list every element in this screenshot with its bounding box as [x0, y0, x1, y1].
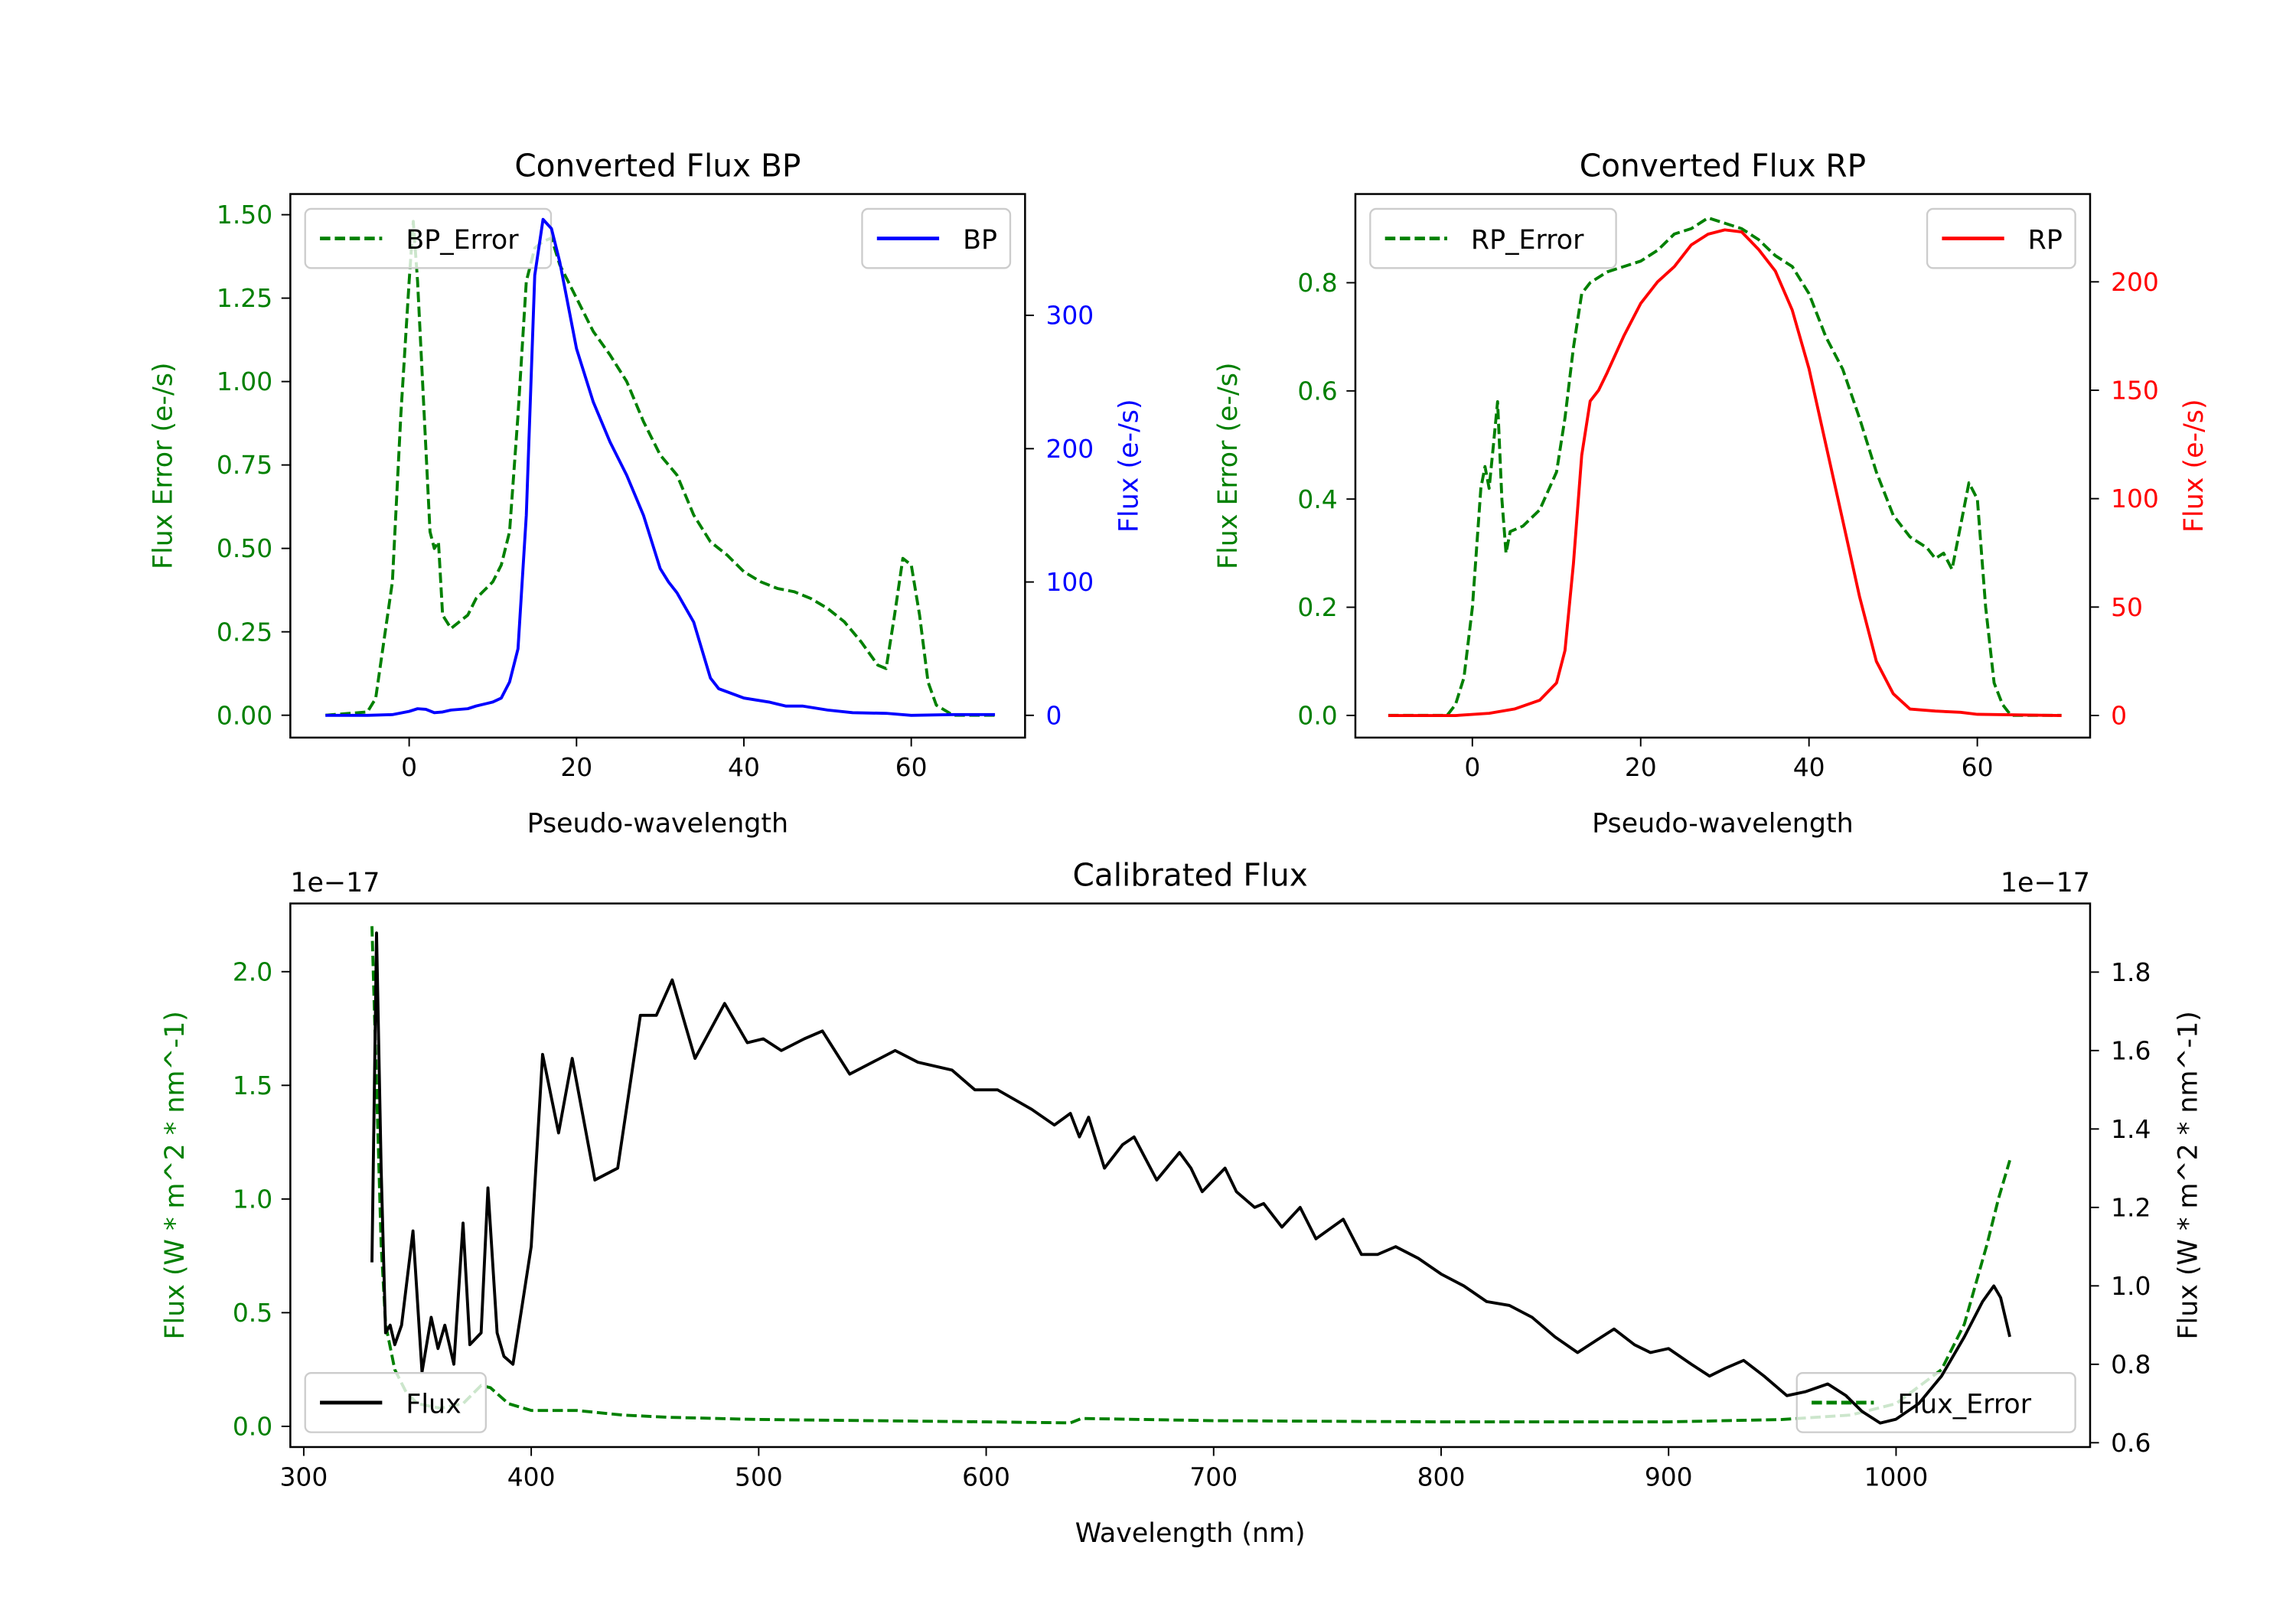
x-tick-label: 600 [962, 1462, 1010, 1491]
x-axis-label: Pseudo-wavelength [1592, 809, 1854, 839]
legend-label: RP [2028, 225, 2063, 256]
series-line-flux [370, 931, 2011, 1425]
chart-title: Converted Flux RP [1580, 147, 1866, 184]
x-tick-label: 20 [560, 752, 592, 782]
y-right-tick-label: 100 [1045, 567, 1094, 597]
y-right-offset-label: 1e−17 [2001, 868, 2090, 898]
legend-rp: RP [1926, 207, 2076, 269]
chart-title: Calibrated Flux [1073, 856, 1308, 893]
y-right-tick-label: 0 [1045, 700, 1062, 730]
legend-box [304, 1372, 487, 1433]
y-right-tick-label: 200 [2111, 267, 2159, 297]
legend-label: BP [963, 225, 997, 256]
y-left-tick-label: 1.25 [217, 283, 272, 313]
y-left-tick-label: 0.25 [217, 617, 272, 647]
legend-bp: BP [861, 207, 1012, 269]
x-tick-label: 1000 [1864, 1462, 1929, 1491]
y-left-tick-label: 0.5 [233, 1298, 272, 1328]
x-tick-label: 0 [401, 752, 417, 782]
legend-bp-error: BP_Error [304, 207, 553, 269]
x-tick-label: 40 [728, 752, 760, 782]
x-tick-label: 400 [507, 1462, 556, 1491]
y-left-tick-label: 2.0 [233, 957, 272, 986]
axes-frame [1354, 193, 2092, 739]
legend-flux-error: Flux_Error [1795, 1372, 2076, 1433]
y-left-tick-label: 1.5 [233, 1071, 272, 1100]
chart-panel-1: Converted Flux RP 0 20 40 60 Pseudo-wavelengt… [1213, 147, 2210, 839]
x-axis-label: Wavelength (nm) [1075, 1518, 1306, 1549]
legend-flux: Flux [304, 1372, 487, 1433]
y-left-tick-label: 0.8 [1297, 268, 1337, 298]
legend-box [304, 207, 553, 269]
y-right-tick-label: 1.8 [2111, 957, 2151, 987]
y-left-tick-label: 0.0 [1297, 701, 1337, 731]
y-left-tick-label: 0.75 [217, 450, 272, 480]
x-tick-label: 20 [1625, 752, 1657, 782]
series-line-rp [1388, 228, 2062, 717]
series-line-flux-error [370, 926, 2011, 1425]
y-right-axis-label: Flux (e-/s) [2179, 399, 2210, 533]
series-line-bp [325, 217, 996, 717]
x-tick-label: 900 [1645, 1462, 1693, 1491]
x-tick-label: 60 [895, 752, 928, 782]
y-right-tick-label: 300 [1045, 301, 1094, 331]
y-left-tick-label: 0.2 [1297, 592, 1337, 622]
y-left-tick-label: 0.0 [233, 1412, 272, 1442]
y-left-offset-label: 1e−17 [290, 868, 380, 898]
y-right-tick-label: 0.6 [2111, 1428, 2151, 1458]
y-right-axis-label: Flux (W * m^2 * nm^-1) [2173, 1011, 2203, 1339]
x-tick-label: 500 [735, 1462, 783, 1491]
y-right-tick-label: 1.4 [2111, 1114, 2151, 1144]
chart-title: Converted Flux BP [514, 147, 801, 184]
y-left-tick-label: 0.50 [217, 533, 272, 563]
x-tick-label: 40 [1793, 752, 1825, 782]
legend-label: RP_Error [1471, 225, 1584, 256]
axes-frame [289, 902, 2092, 1449]
y-right-tick-label: 50 [2111, 592, 2143, 622]
y-right-tick-label: 200 [1045, 434, 1094, 464]
y-left-axis-label: Flux Error (e-/s) [148, 362, 179, 569]
y-left-tick-label: 1.00 [217, 367, 272, 396]
y-right-tick-label: 1.2 [2111, 1192, 2151, 1222]
x-tick-label: 800 [1417, 1462, 1466, 1491]
legend-box [1369, 207, 1617, 269]
y-right-tick-label: 1.0 [2111, 1271, 2151, 1301]
legend-label: BP_Error [406, 225, 519, 256]
y-left-tick-label: 0.00 [217, 700, 272, 730]
y-right-tick-label: 100 [2111, 484, 2159, 513]
legend-label: Flux [406, 1389, 461, 1420]
series-line-bp-error [325, 220, 996, 717]
axes-frame [289, 193, 1026, 739]
y-right-tick-label: 0 [2111, 701, 2127, 731]
x-axis-label: Pseudo-wavelength [527, 809, 789, 839]
x-tick-label: 700 [1189, 1462, 1238, 1491]
y-left-tick-label: 1.0 [233, 1184, 272, 1214]
y-right-tick-label: 150 [2111, 376, 2159, 406]
y-left-tick-label: 1.50 [217, 200, 272, 230]
y-left-axis-label: Flux Error (e-/s) [1213, 362, 1244, 569]
y-left-tick-label: 0.4 [1297, 484, 1337, 514]
y-right-axis-label: Flux (e-/s) [1114, 399, 1144, 533]
chart-panel-2: Calibrated Flux 300 400 500 600 700 800 900 1000… [160, 856, 2203, 1548]
y-right-tick-label: 1.6 [2111, 1035, 2151, 1065]
y-left-tick-label: 0.6 [1297, 376, 1337, 406]
x-tick-label: 0 [1464, 752, 1480, 782]
x-tick-label: 300 [280, 1462, 328, 1491]
legend-box [1795, 1372, 2076, 1433]
y-left-axis-label: Flux (W * m^2 * nm^-1) [160, 1011, 191, 1339]
series-line-rp-error [1388, 216, 2062, 717]
chart-panel-0: Converted Flux BP 0 20 40 60 Pseudo-wavelengt… [148, 147, 1145, 839]
legend-rp-error: RP_Error [1369, 207, 1617, 269]
x-tick-label: 60 [1962, 752, 1994, 782]
y-right-tick-label: 0.8 [2111, 1349, 2151, 1379]
legend-label: Flux_Error [1897, 1389, 2031, 1420]
